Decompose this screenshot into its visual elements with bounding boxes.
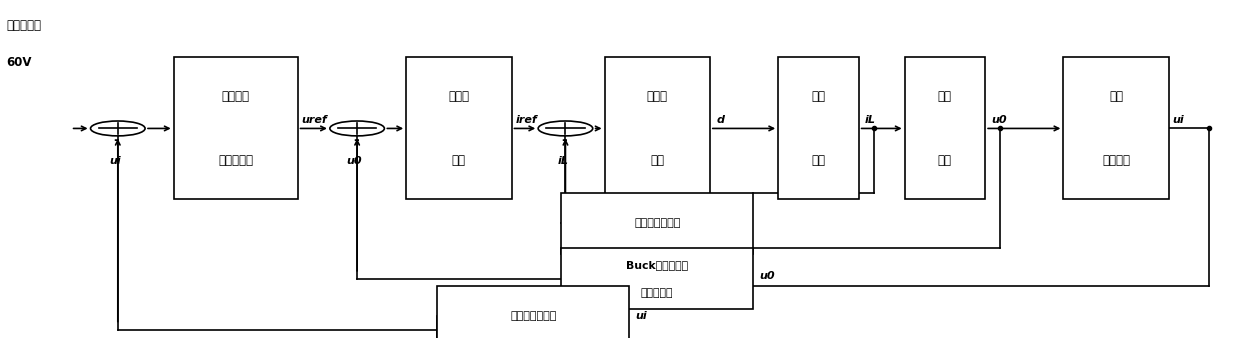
- Text: 电压: 电压: [937, 90, 952, 103]
- Text: u0: u0: [759, 271, 775, 281]
- Text: u0: u0: [346, 156, 362, 166]
- Text: iref: iref: [516, 115, 537, 125]
- Text: ui: ui: [1173, 115, 1184, 125]
- Bar: [560, 248, 754, 309]
- Text: 动控制算法: 动控制算法: [218, 154, 253, 167]
- Text: 控制算法: 控制算法: [1102, 154, 1130, 167]
- Circle shape: [91, 121, 145, 136]
- Bar: [407, 57, 512, 199]
- Circle shape: [538, 121, 593, 136]
- Text: 变换: 变换: [811, 154, 826, 167]
- Bar: [174, 57, 298, 199]
- Bar: [605, 57, 709, 199]
- Text: -: -: [114, 132, 119, 147]
- Text: 变步长扰: 变步长扰: [222, 90, 249, 103]
- Text: uref: uref: [301, 115, 327, 125]
- Text: 制器: 制器: [451, 154, 466, 167]
- Text: ui: ui: [635, 311, 647, 321]
- Bar: [779, 57, 858, 199]
- Bar: [436, 286, 629, 338]
- Text: 制器: 制器: [650, 154, 665, 167]
- Text: ui: ui: [109, 156, 122, 166]
- Text: 给定电压值: 给定电压值: [6, 19, 41, 32]
- Bar: [905, 57, 985, 199]
- Text: 电感电流反馈值: 电感电流反馈值: [634, 218, 681, 228]
- Text: 电流: 电流: [811, 90, 826, 103]
- Text: Buck变换器输出: Buck变换器输出: [626, 260, 688, 270]
- Text: 60V: 60V: [6, 56, 32, 69]
- Text: 电流控: 电流控: [647, 90, 667, 103]
- Bar: [560, 193, 754, 254]
- Text: -: -: [353, 132, 358, 147]
- Text: 变换: 变换: [937, 154, 952, 167]
- Text: 能量: 能量: [1109, 90, 1123, 103]
- Text: 电压控: 电压控: [449, 90, 469, 103]
- Text: iL: iL: [557, 156, 568, 166]
- Bar: [1063, 57, 1168, 199]
- Text: u0: u0: [992, 115, 1007, 125]
- Text: 电压反馈值: 电压反馈值: [641, 288, 673, 298]
- Text: -: -: [562, 132, 567, 147]
- Text: d: d: [717, 115, 724, 125]
- Text: iL: iL: [866, 115, 875, 125]
- Circle shape: [330, 121, 384, 136]
- Text: 钢轨电压输入值: 钢轨电压输入值: [510, 311, 557, 321]
